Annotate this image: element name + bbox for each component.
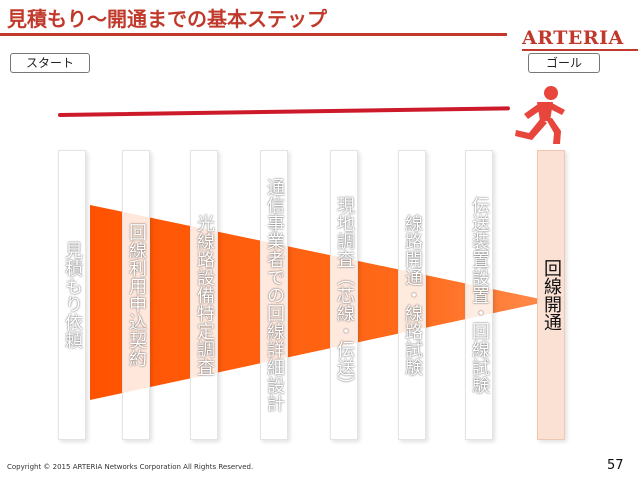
step-label: 回線利用申込契約	[126, 223, 147, 367]
step-card-3: 光線路設備特定調査	[190, 150, 218, 440]
step-card-text-wrap: 線路開通・線路試験	[399, 151, 425, 439]
step-card-1: 見積もり依頼	[58, 150, 86, 440]
step-card-4: 通信事業者での回線詳細設計	[260, 150, 288, 440]
step-label: 通信事業者での回線詳細設計	[264, 178, 285, 412]
step-label: 現地調査（芯線・伝送）	[334, 196, 355, 394]
step-card-text-wrap: 光線路設備特定調査	[191, 151, 217, 439]
step-card-text-wrap: 通信事業者での回線詳細設計	[261, 151, 287, 439]
goal-label: ゴール	[528, 53, 600, 73]
step-card-text-wrap: 回線開通	[538, 151, 564, 439]
step-card-7: 伝送装置設置・回線試験	[465, 150, 493, 440]
page-title: 見積もり〜開通までの基本ステップ	[7, 7, 327, 31]
step-card-2: 回線利用申込契約	[122, 150, 150, 440]
start-label: スタート	[10, 53, 90, 73]
page-number: 57	[607, 458, 624, 473]
title-underline	[0, 33, 507, 36]
step-label: 回線開通	[541, 259, 562, 331]
step-label: 見積もり依頼	[62, 241, 83, 349]
step-card-text-wrap: 回線利用申込契約	[123, 151, 149, 439]
step-label: 伝送装置設置・回線試験	[469, 196, 490, 394]
company-logo: ARTERIA	[522, 27, 624, 49]
step-card-text-wrap: 現地調査（芯線・伝送）	[331, 151, 357, 439]
running-person-icon	[515, 86, 565, 144]
copyright-text: Copyright © 2015 ARTERIA Networks Corpor…	[7, 463, 254, 471]
step-card-text-wrap: 見積もり依頼	[59, 151, 85, 439]
step-label: 光線路設備特定調査	[194, 214, 215, 376]
step-label: 線路開通・線路試験	[402, 214, 423, 376]
step-card-6: 線路開通・線路試験	[398, 150, 426, 440]
logo-underline	[522, 49, 638, 51]
step-card-8: 回線開通	[537, 150, 565, 440]
step-card-text-wrap: 伝送装置設置・回線試験	[466, 151, 492, 439]
step-card-5: 現地調査（芯線・伝送）	[330, 150, 358, 440]
